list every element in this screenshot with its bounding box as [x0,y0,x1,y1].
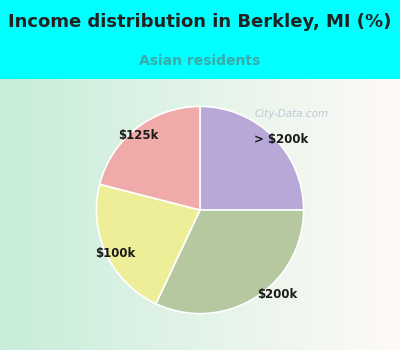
Text: $200k: $200k [232,259,298,301]
Text: $125k: $125k [118,129,164,164]
Text: $100k: $100k [95,235,147,260]
Text: > $200k: > $200k [242,133,308,169]
Wedge shape [156,210,304,314]
Text: City-Data.com: City-Data.com [255,109,329,119]
Wedge shape [96,184,200,304]
Text: Income distribution in Berkley, MI (%): Income distribution in Berkley, MI (%) [8,13,392,31]
Wedge shape [200,106,304,210]
Text: Asian residents: Asian residents [139,55,261,69]
Wedge shape [100,106,200,210]
